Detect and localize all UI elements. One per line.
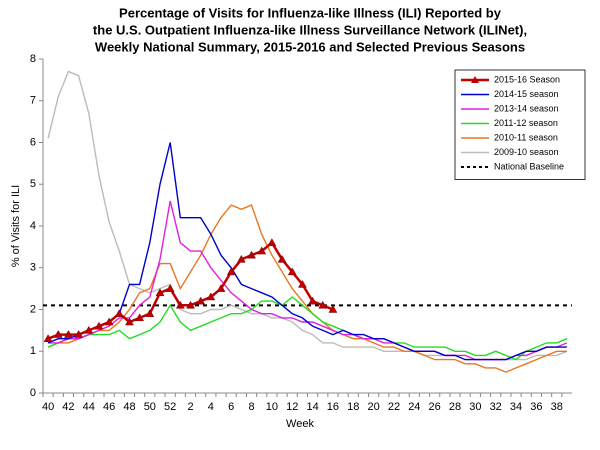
y-tick-label: 2 — [30, 303, 36, 315]
point-marker — [145, 309, 155, 317]
y-tick-label: 3 — [30, 262, 36, 274]
x-tick-label: 48 — [123, 401, 135, 413]
point-marker — [247, 250, 256, 259]
y-tick-label: 0 — [30, 387, 36, 399]
legend-label: 2014-15 season — [494, 89, 559, 99]
point-marker — [206, 292, 216, 301]
point-marker — [43, 334, 53, 342]
point-marker — [196, 296, 206, 305]
x-tick-label: 6 — [228, 401, 234, 413]
point-marker — [135, 313, 145, 322]
legend-label: 2013-14 season — [494, 103, 559, 113]
point-marker — [74, 330, 84, 338]
point-marker — [114, 309, 124, 317]
point-marker — [297, 279, 307, 288]
x-tick-label: 30 — [469, 401, 481, 413]
point-marker — [125, 317, 134, 326]
point-marker — [104, 317, 114, 326]
y-tick-label: 8 — [30, 53, 36, 65]
x-tick-label: 34 — [510, 401, 522, 413]
point-marker — [277, 254, 287, 263]
x-tick-label: 14 — [306, 401, 318, 413]
x-tick-label: 16 — [327, 401, 339, 413]
x-tick-label: 46 — [103, 401, 115, 413]
x-tick-label: 26 — [429, 401, 441, 413]
chart-title: Percentage of Visits for Influenza-like … — [119, 5, 502, 20]
y-axis-label: % of Visits for ILI — [10, 185, 22, 267]
x-tick-label: 36 — [530, 401, 542, 413]
x-tick-label: 52 — [164, 401, 176, 413]
series-line — [47, 240, 334, 340]
point-marker — [94, 321, 104, 330]
y-tick-label: 5 — [30, 178, 36, 190]
legend-marker — [471, 76, 479, 83]
x-tick-label: 38 — [551, 401, 563, 413]
x-tick-label: 28 — [449, 401, 461, 413]
y-tick-label: 6 — [30, 136, 36, 148]
point-marker — [186, 300, 195, 309]
point-marker — [84, 325, 94, 334]
series-line — [47, 142, 567, 361]
x-tick-label: 4 — [208, 401, 214, 413]
point-marker — [318, 300, 328, 309]
chart-title: Weekly National Summary, 2015-2016 and S… — [95, 39, 525, 54]
point-marker — [155, 288, 165, 297]
y-tick-label: 7 — [30, 95, 36, 107]
legend-label: 2009-10 season — [494, 147, 559, 157]
point-marker — [226, 267, 236, 276]
x-axis-label: Week — [286, 418, 314, 430]
point-marker — [257, 246, 267, 255]
x-tick-label: 50 — [144, 401, 156, 413]
x-tick-label: 12 — [286, 401, 298, 413]
point-marker — [175, 300, 185, 309]
legend-label: 2011-12 season — [494, 118, 558, 128]
x-tick-label: 42 — [62, 401, 74, 413]
legend-box — [454, 69, 586, 180]
x-tick-label: 8 — [248, 401, 254, 413]
series-line — [47, 204, 567, 373]
x-tick-label: 32 — [490, 401, 502, 413]
x-tick-label: 18 — [347, 401, 359, 413]
point-marker — [216, 284, 226, 292]
point-marker — [165, 284, 175, 292]
x-tick-label: 24 — [408, 401, 420, 413]
y-tick-label: 4 — [30, 220, 36, 232]
point-marker — [64, 330, 73, 338]
x-tick-label: 2 — [187, 401, 193, 413]
x-tick-label: 20 — [368, 401, 380, 413]
point-marker — [267, 238, 277, 246]
point-marker — [308, 296, 318, 305]
point-marker — [328, 304, 338, 313]
x-tick-label: 10 — [266, 401, 278, 413]
chart-title: the U.S. Outpatient Influenza-like Illne… — [93, 22, 527, 37]
point-marker — [236, 254, 246, 263]
x-tick-label: 44 — [83, 401, 95, 413]
x-tick-label: 40 — [42, 401, 54, 413]
series-line — [47, 296, 568, 361]
x-tick-label: 22 — [388, 401, 400, 413]
point-marker — [53, 330, 63, 338]
legend-label: 2010-11 season — [494, 132, 558, 142]
y-tick-label: 1 — [30, 345, 36, 357]
legend-label: 2015-16 Season — [494, 74, 560, 84]
legend-label: National Baseline — [494, 161, 564, 171]
point-marker — [287, 267, 297, 276]
